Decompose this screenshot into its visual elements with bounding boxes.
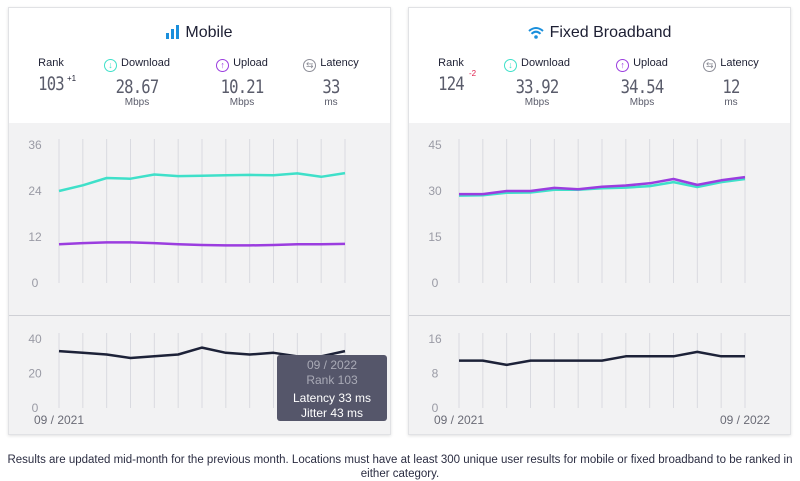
- fixed-header: Fixed Broadband Rank 124 -2 ↓ Download 33…: [409, 8, 790, 123]
- download-series-line: [458, 177, 746, 197]
- latency-series-line: [459, 350, 745, 367]
- y-tick-label: 30: [428, 184, 442, 198]
- fixed-download: ↓ Download 33.92 Mbps: [497, 57, 577, 108]
- latency-label: Latency: [320, 57, 359, 69]
- download-arrow-icon: ↓: [104, 59, 118, 72]
- y-tick-label: 0: [432, 276, 439, 290]
- rank-change: +1: [67, 74, 77, 83]
- mobile-download: ↓ Download 28.67 Mbps: [97, 57, 177, 108]
- upload-label: Upload: [233, 57, 268, 69]
- fixed-panel: Fixed Broadband Rank 124 -2 ↓ Download 33…: [408, 7, 791, 435]
- download-unit: Mbps: [124, 97, 150, 108]
- tooltip-latency: Latency 33 ms: [292, 391, 372, 405]
- download-value: 28.67: [115, 76, 160, 98]
- y-tick-label: 8: [432, 367, 439, 381]
- mobile-upload: ↑ Upload 10.21 Mbps: [202, 57, 282, 108]
- latency-label: Latency: [720, 57, 759, 69]
- upload-unit: Mbps: [629, 97, 655, 108]
- y-tick-label: 0: [432, 401, 439, 415]
- y-tick-label: 24: [28, 184, 42, 198]
- tooltip-jitter: Jitter 43 ms: [300, 406, 363, 420]
- upload-value: 10.21: [220, 76, 265, 98]
- fixed-title: Fixed Broadband: [409, 24, 790, 44]
- chart-divider: [9, 315, 390, 316]
- mobile-latency: ⇆ Latency 33 ms: [291, 57, 371, 108]
- y-tick-label: 40: [28, 332, 42, 346]
- mobile-speed-chart: 36 24 12 0: [28, 138, 346, 290]
- rank-value: 103: [38, 73, 65, 95]
- fixed-rank: Rank 124: [411, 57, 491, 95]
- latency-swap-icon: ⇆: [703, 59, 717, 72]
- upload-series-line: [58, 241, 346, 247]
- upload-series-line: [459, 175, 746, 196]
- upload-arrow-icon: ↑: [616, 59, 630, 72]
- fixed-latency: ⇆ Latency 12 ms: [691, 57, 771, 108]
- download-value: 33.92: [515, 76, 560, 98]
- signal-bars-icon: [166, 25, 180, 44]
- y-tick-label: 0: [32, 276, 39, 290]
- upload-value: 34.54: [620, 76, 665, 98]
- y-tick-label: 12: [28, 230, 42, 244]
- tooltip-rank: Rank 103: [306, 373, 358, 387]
- y-tick-label: 20: [28, 367, 42, 381]
- latency-value: 33: [322, 76, 340, 98]
- download-series-line: [58, 171, 346, 193]
- tooltip-date: 09 / 2022: [306, 358, 358, 372]
- y-tick-label: 15: [428, 230, 442, 244]
- y-tick-label: 36: [28, 138, 42, 152]
- wifi-icon: [527, 26, 544, 44]
- x-tick-label: 09 / 2021: [34, 413, 84, 427]
- footnote: Results are updated mid-month for the pr…: [7, 454, 793, 480]
- y-tick-label: 16: [428, 332, 442, 346]
- mobile-header: Mobile Rank 103 +1 ↓ Download 28.67 Mbps …: [9, 8, 390, 123]
- mobile-title-text: Mobile: [185, 24, 233, 41]
- rank-label: Rank: [438, 57, 464, 69]
- fixed-upload: ↑ Upload 34.54 Mbps: [602, 57, 682, 108]
- chart-tooltip: 09 / 2022 Rank 103 Latency 33 ms Jitter …: [277, 355, 387, 421]
- x-tick-label: 09 / 2021: [434, 413, 484, 427]
- upload-arrow-icon: ↑: [216, 59, 230, 72]
- fixed-speed-chart: 45 30 15 0: [428, 138, 746, 290]
- download-label: Download: [121, 57, 170, 69]
- mobile-title: Mobile: [9, 24, 390, 44]
- download-unit: Mbps: [524, 97, 550, 108]
- rank-change: -2: [469, 69, 477, 78]
- y-tick-label: 0: [32, 401, 39, 415]
- download-label: Download: [521, 57, 570, 69]
- mobile-panel: Mobile Rank 103 +1 ↓ Download 28.67 Mbps …: [8, 7, 391, 435]
- latency-unit: ms: [724, 97, 738, 108]
- rank-label: Rank: [38, 57, 64, 69]
- download-arrow-icon: ↓: [504, 59, 518, 72]
- latency-value: 12: [722, 76, 740, 98]
- y-tick-label: 45: [428, 138, 442, 152]
- rank-value: 124: [438, 73, 465, 95]
- upload-unit: Mbps: [229, 97, 255, 108]
- latency-swap-icon: ⇆: [303, 59, 317, 72]
- x-tick-label: 09 / 2022: [720, 413, 770, 427]
- upload-label: Upload: [633, 57, 668, 69]
- fixed-title-text: Fixed Broadband: [549, 24, 672, 41]
- fixed-latency-chart: 16 8 009 / 2021 09 / 2022: [428, 332, 770, 427]
- mobile-rank: Rank 103: [11, 57, 91, 95]
- latency-unit: ms: [324, 97, 338, 108]
- chart-divider: [409, 315, 790, 316]
